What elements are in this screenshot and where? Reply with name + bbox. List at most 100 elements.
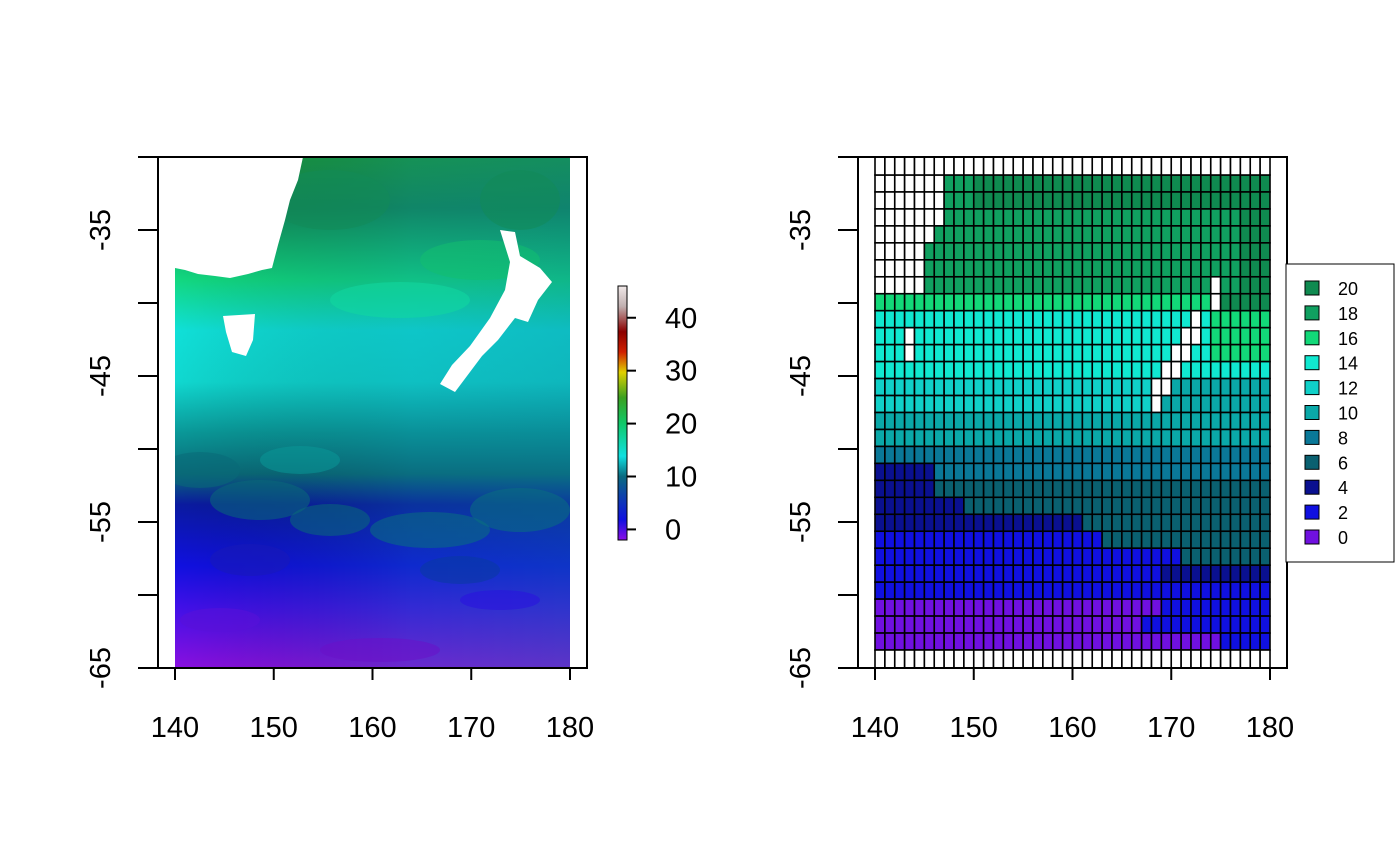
grid-cell — [1229, 377, 1242, 397]
grid-cell — [1229, 598, 1242, 617]
texture-blob — [320, 638, 440, 662]
grid-cell — [903, 377, 916, 397]
grid-cell — [1190, 191, 1202, 210]
grid-cell — [1239, 530, 1252, 550]
grid-cell — [913, 343, 926, 363]
grid-cell — [1032, 428, 1044, 448]
grid-cell — [1209, 581, 1222, 600]
grid-cell — [1130, 156, 1143, 176]
grid-cell — [972, 445, 985, 465]
grid-cell — [1051, 615, 1064, 634]
grid-cell — [1071, 191, 1084, 210]
grid-cell — [1140, 598, 1153, 617]
grid-cell — [1180, 208, 1192, 227]
grid-cell — [1042, 496, 1054, 516]
grid-cell — [1032, 496, 1044, 516]
grid-cell — [943, 479, 955, 499]
grid-cell — [1180, 530, 1192, 550]
y-tick-label: -45 — [785, 355, 817, 397]
grid-cell — [1022, 343, 1034, 363]
grid-cell — [1121, 547, 1133, 566]
grid-cell — [1121, 343, 1133, 363]
grid-cell — [893, 343, 906, 363]
grid-cell — [1130, 428, 1143, 448]
grid-cell — [1170, 377, 1182, 397]
grid-cell — [1121, 242, 1133, 261]
grid-cell — [1091, 581, 1103, 600]
grid-cell — [1101, 581, 1113, 600]
grid-cell — [1249, 445, 1261, 465]
grid-cell — [1051, 598, 1064, 617]
grid-cell — [1259, 292, 1271, 312]
grid-cell — [874, 208, 886, 227]
grid-cell — [1051, 191, 1064, 210]
grid-cell — [1002, 513, 1015, 533]
grid-cell — [1209, 377, 1222, 397]
grid-cell — [953, 360, 965, 380]
grid-cell — [953, 326, 965, 346]
grid-cell — [963, 581, 975, 600]
grid-cell — [1259, 462, 1271, 482]
grid-cell — [953, 428, 965, 448]
grid-cell — [1170, 632, 1182, 651]
grid-cell — [1061, 191, 1074, 210]
grid-cell — [1180, 309, 1192, 329]
grid-cell — [1170, 242, 1182, 261]
legend-label: 18 — [1338, 304, 1358, 324]
grid-cell — [874, 445, 886, 465]
grid-cell — [1061, 479, 1074, 499]
grid-cell — [1071, 377, 1084, 397]
grid-cell — [1229, 649, 1242, 669]
grid-cell — [1150, 479, 1163, 499]
grid-cell — [913, 649, 926, 669]
grid-cell — [1180, 275, 1192, 295]
grid-cell — [992, 394, 1005, 414]
grid-cell — [982, 394, 995, 414]
grid-cell — [1101, 615, 1113, 634]
grid-cell — [1140, 191, 1153, 210]
grid-cell — [1022, 156, 1034, 176]
grid-cell — [1101, 547, 1113, 566]
grid-cell — [1022, 292, 1034, 312]
grid-cell — [1229, 343, 1242, 363]
grid-cell — [1219, 530, 1232, 550]
grid-cell — [1259, 581, 1271, 600]
grid-cell — [1091, 292, 1103, 312]
grid-cell — [943, 564, 955, 583]
legend-swatch — [1304, 280, 1320, 296]
grid-cell — [1140, 242, 1153, 261]
grid-cell — [1140, 462, 1153, 482]
grid-cell — [1032, 547, 1044, 566]
grid-cell — [1249, 225, 1261, 244]
grid-cell — [1012, 242, 1024, 261]
grid-cell — [1239, 242, 1252, 261]
grid-cell — [1170, 428, 1182, 448]
grid-cell — [1130, 530, 1143, 550]
grid-cell — [953, 156, 965, 176]
grid-cell — [982, 479, 995, 499]
grid-cell — [1190, 598, 1202, 617]
grid-cell — [893, 394, 906, 414]
grid-cell — [1160, 564, 1173, 583]
grid-cell — [874, 275, 886, 295]
grid-cell — [933, 428, 945, 448]
grid-cell — [1012, 428, 1024, 448]
grid-cell — [972, 496, 985, 516]
grid-cell — [943, 156, 955, 176]
grid-cell — [982, 411, 995, 431]
grid-cell — [923, 259, 936, 278]
grid-cell — [972, 598, 985, 617]
grid-cell — [1091, 632, 1103, 651]
grid-cell — [1061, 564, 1074, 583]
grid-cell — [1032, 225, 1044, 244]
grid-cell — [1061, 445, 1074, 465]
grid-cell — [1150, 309, 1163, 329]
grid-cell — [1200, 462, 1212, 482]
grid-cell — [1200, 343, 1212, 363]
grid-cell — [963, 156, 975, 176]
grid-cell — [1219, 156, 1232, 176]
grid-cell — [1160, 275, 1173, 295]
grid-cell — [1081, 513, 1094, 533]
grid-cell — [1081, 275, 1094, 295]
grid-cell — [1200, 615, 1212, 634]
